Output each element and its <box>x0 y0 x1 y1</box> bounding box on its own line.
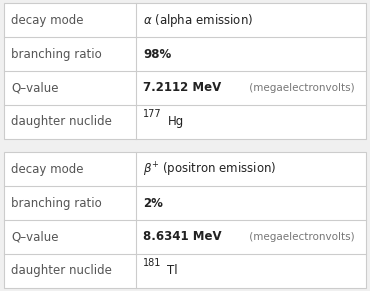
Text: $\mathit{\beta}^{+}$ (positron emission): $\mathit{\beta}^{+}$ (positron emission) <box>143 160 276 178</box>
Text: Tl: Tl <box>167 264 178 277</box>
Bar <box>4 3 366 139</box>
Text: (megaelectronvolts): (megaelectronvolts) <box>246 232 355 242</box>
Text: daughter nuclide: daughter nuclide <box>11 115 112 128</box>
Text: branching ratio: branching ratio <box>11 197 102 210</box>
Text: 2%: 2% <box>143 197 163 210</box>
Text: $\mathit{\alpha}$ (alpha emission): $\mathit{\alpha}$ (alpha emission) <box>143 12 253 29</box>
Text: Q–value: Q–value <box>11 230 58 243</box>
Text: daughter nuclide: daughter nuclide <box>11 264 112 277</box>
Text: 177: 177 <box>143 109 162 119</box>
Text: decay mode: decay mode <box>11 14 84 27</box>
Bar <box>4 3 366 139</box>
Text: 98%: 98% <box>143 48 171 61</box>
Text: 181: 181 <box>143 258 161 268</box>
Text: 7.2112 MeV: 7.2112 MeV <box>143 81 221 94</box>
Bar <box>4 152 366 288</box>
Text: Hg: Hg <box>168 115 184 128</box>
Text: (megaelectronvolts): (megaelectronvolts) <box>246 83 354 93</box>
Text: decay mode: decay mode <box>11 163 84 176</box>
Text: branching ratio: branching ratio <box>11 48 102 61</box>
Text: 8.6341 MeV: 8.6341 MeV <box>143 230 222 243</box>
Text: 181: 181 <box>143 258 161 268</box>
Text: 177: 177 <box>143 109 162 119</box>
Text: Q–value: Q–value <box>11 81 58 94</box>
Bar <box>4 152 366 288</box>
